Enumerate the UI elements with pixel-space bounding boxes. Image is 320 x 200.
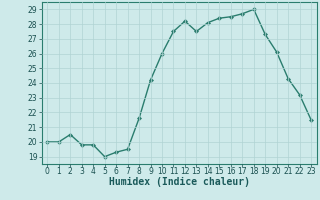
X-axis label: Humidex (Indice chaleur): Humidex (Indice chaleur): [109, 177, 250, 187]
